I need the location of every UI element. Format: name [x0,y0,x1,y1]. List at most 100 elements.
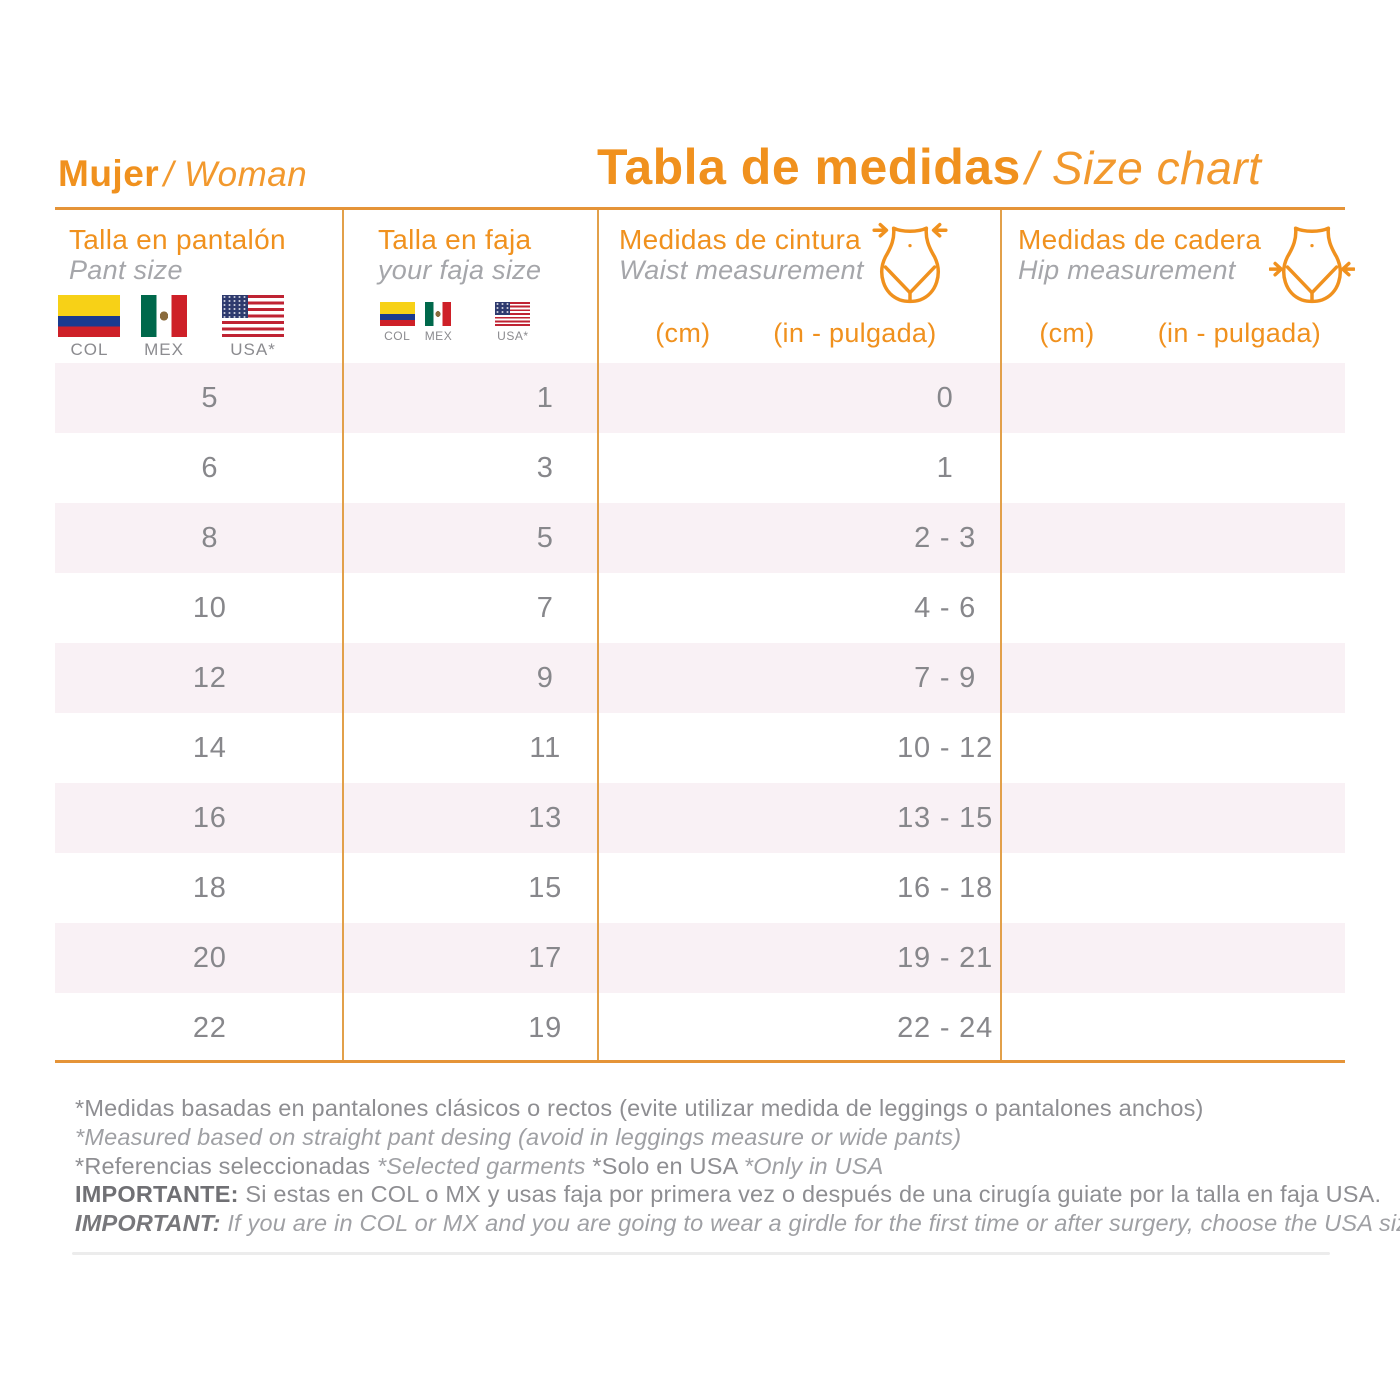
faja-flags-row: COL MEX USA* [342,302,597,343]
title-tabla-de-medidas: Tabla de medidas [597,139,1021,195]
pant-usa-value: 0 [936,382,954,414]
pant-usa-value: 7 - 9 [914,662,977,694]
mexico-flag [425,302,452,326]
waist-units-row: (cm) (in - pulgada) [597,318,1000,349]
note-important-en: IMPORTANT: If you are in COL or MX and y… [75,1209,1400,1238]
table-row: 5 1 0 3XS 2XS 53 - 59 21 - 23 78 - 84 31… [55,363,1345,433]
note-measures-es: *Medidas basadas en pantalones clásicos … [75,1095,1204,1121]
usa-flag [495,302,531,326]
pant-col-value: 20 [192,942,227,974]
pant-mex-value: 3 [536,452,554,484]
pant-usa-value: 19 - 21 [897,942,994,974]
pant-usa-value: 16 - 18 [897,872,994,904]
pant-mex-value: 15 [528,872,563,904]
table-row: 10 7 4 - 6 S M 74 - 80 29 - 31,5 99 - 10… [55,573,1345,643]
pant-size-subtitle: Pant size [69,255,183,285]
table-row: 6 3 1 2XS XS 60 - 66 23,5 - 26 85 - 91 3… [55,433,1345,503]
hip-cm-header: (cm) [1039,318,1095,348]
hip-measure-icon [1269,226,1356,304]
important-en-text: If you are in COL or MX and you are goin… [227,1210,1400,1237]
important-es-text: Si estas en COL o MX y usas faja por pri… [245,1181,1382,1208]
pant-usa-value: 2 - 3 [914,522,977,554]
faja-size-title: Talla en faja [378,224,532,255]
pant-col-value: 12 [192,662,227,694]
table-row: 20 17 19 - 21 3XL 4XL 109 - 115 43 - 45 … [55,923,1345,993]
table-body: 5 1 0 3XS 2XS 53 - 59 21 - 23 78 - 84 31… [55,363,1345,1063]
table-header: Talla en pantalón Pant size COL MEX USA* [55,210,1356,363]
faja-size-subtitle: your faja size [378,255,542,285]
waist-title: Medidas de cintura [619,224,861,255]
pant-col-value: 22 [192,1012,227,1044]
column-divider [597,210,599,1060]
important-es-label: IMPORTANTE: [75,1181,239,1208]
pant-col-value: 6 [201,452,219,484]
pant-usa-value: 10 - 12 [897,732,994,764]
title-size-chart: / Size chart [1025,142,1262,194]
pant-col-value: 18 [192,872,227,904]
pant-col-value: 8 [201,522,219,554]
title-mujer: Mujer [58,153,160,194]
mexico-label: MEX [424,329,453,343]
colombia-label: COL [70,340,109,359]
important-en-label: IMPORTANT: [75,1210,221,1237]
pant-flags-row: COL MEX USA* [55,295,342,360]
header-hip: Medidas de cadera Hip measurement (cm) [1000,210,1356,363]
pant-col-value: 10 [192,592,227,624]
table-row: 18 15 16 - 18 2XL 3XL 102 - 108 40 - 42,… [55,853,1345,923]
hip-units-row: (cm) (in - pulgada) [1000,318,1345,349]
hip-in-header: (in - pulgada) [1157,318,1322,348]
colombia-flag [58,295,121,337]
note-important-es: IMPORTANTE: Si estas en COL o MX y usas … [75,1180,1381,1209]
waist-cm-header: (cm) [655,318,711,348]
table-row: 16 13 13 - 15 XL 2XL 95 - 101 37,5 - 39,… [55,783,1345,853]
note-usa-en: *Only in USA [743,1152,884,1179]
waist-subtitle: Waist measurement [619,255,864,285]
pant-mex-value: 1 [536,382,554,414]
usa-label: USA* [230,340,276,359]
table-row: 14 11 10 - 12 L XL 88 - 94 35 - 37 113 -… [55,713,1345,783]
section-title-woman: Mujer / Woman [58,153,307,195]
pant-mex-value: 17 [528,942,563,974]
page-title: Tabla de medidas / Size chart [597,138,1261,196]
header-faja-size: Talla en faja your faja size COL [342,210,597,363]
waist-in-header: (in - pulgada) [773,318,937,348]
pant-usa-value: 4 - 6 [914,592,977,624]
footnotes: *Medidas basadas en pantalones clásicos … [75,1094,1400,1238]
table-row: 22 19 22 - 24 4XL 5XL 116 - 122 45,5 - 4… [55,993,1345,1063]
usa-flag [222,295,285,337]
colombia-label: COL [384,329,411,343]
pant-usa-value: 22 - 24 [897,1012,994,1044]
pant-mex-value: 5 [536,522,554,554]
note-usa-es: *Solo en USA [592,1152,738,1179]
pant-col-value: 16 [192,802,227,834]
pant-usa-value: 1 [936,452,954,484]
note-refs-es: *Referencias seleccionadas [75,1152,371,1179]
hip-subtitle: Hip measurement [1018,255,1236,285]
pant-mex-value: 11 [529,732,562,764]
table-row: 8 5 2 - 3 XS S 67 - 73 26,5 - 28,5 92 - … [55,503,1345,573]
column-divider [1000,210,1002,1060]
mexico-label: MEX [144,340,184,359]
pant-mex-value: 19 [528,1012,563,1044]
usa-label: USA* [497,329,529,343]
pant-col-value: 5 [201,382,219,414]
pant-size-title: Talla en pantalón [69,224,286,255]
size-table: Talla en pantalón Pant size COL MEX USA* [55,207,1356,1063]
mexico-emblem-icon [159,310,170,322]
mexico-flag [141,295,188,337]
hip-title: Medidas de cadera [1018,224,1262,255]
pant-usa-value: 13 - 15 [897,802,994,834]
note-references: *Referencias seleccionadas *Selected gar… [75,1152,1355,1181]
mexico-emblem-icon [435,310,442,318]
note-refs-en: *Selected garments [376,1152,586,1179]
table-row: 12 9 7 - 9 M L 81 - 87 32 - 34,5 106 - 1… [55,643,1345,713]
header-pant-size: Talla en pantalón Pant size COL MEX USA* [55,210,342,363]
header-waist: Medidas de cintura Waist measurement (cm… [597,210,1000,363]
pant-mex-value: 7 [536,592,554,624]
pant-col-value: 14 [192,732,227,764]
colombia-flag [379,302,415,326]
bottom-divider [72,1252,1330,1255]
column-divider [342,210,344,1060]
waist-measure-icon [872,222,948,304]
